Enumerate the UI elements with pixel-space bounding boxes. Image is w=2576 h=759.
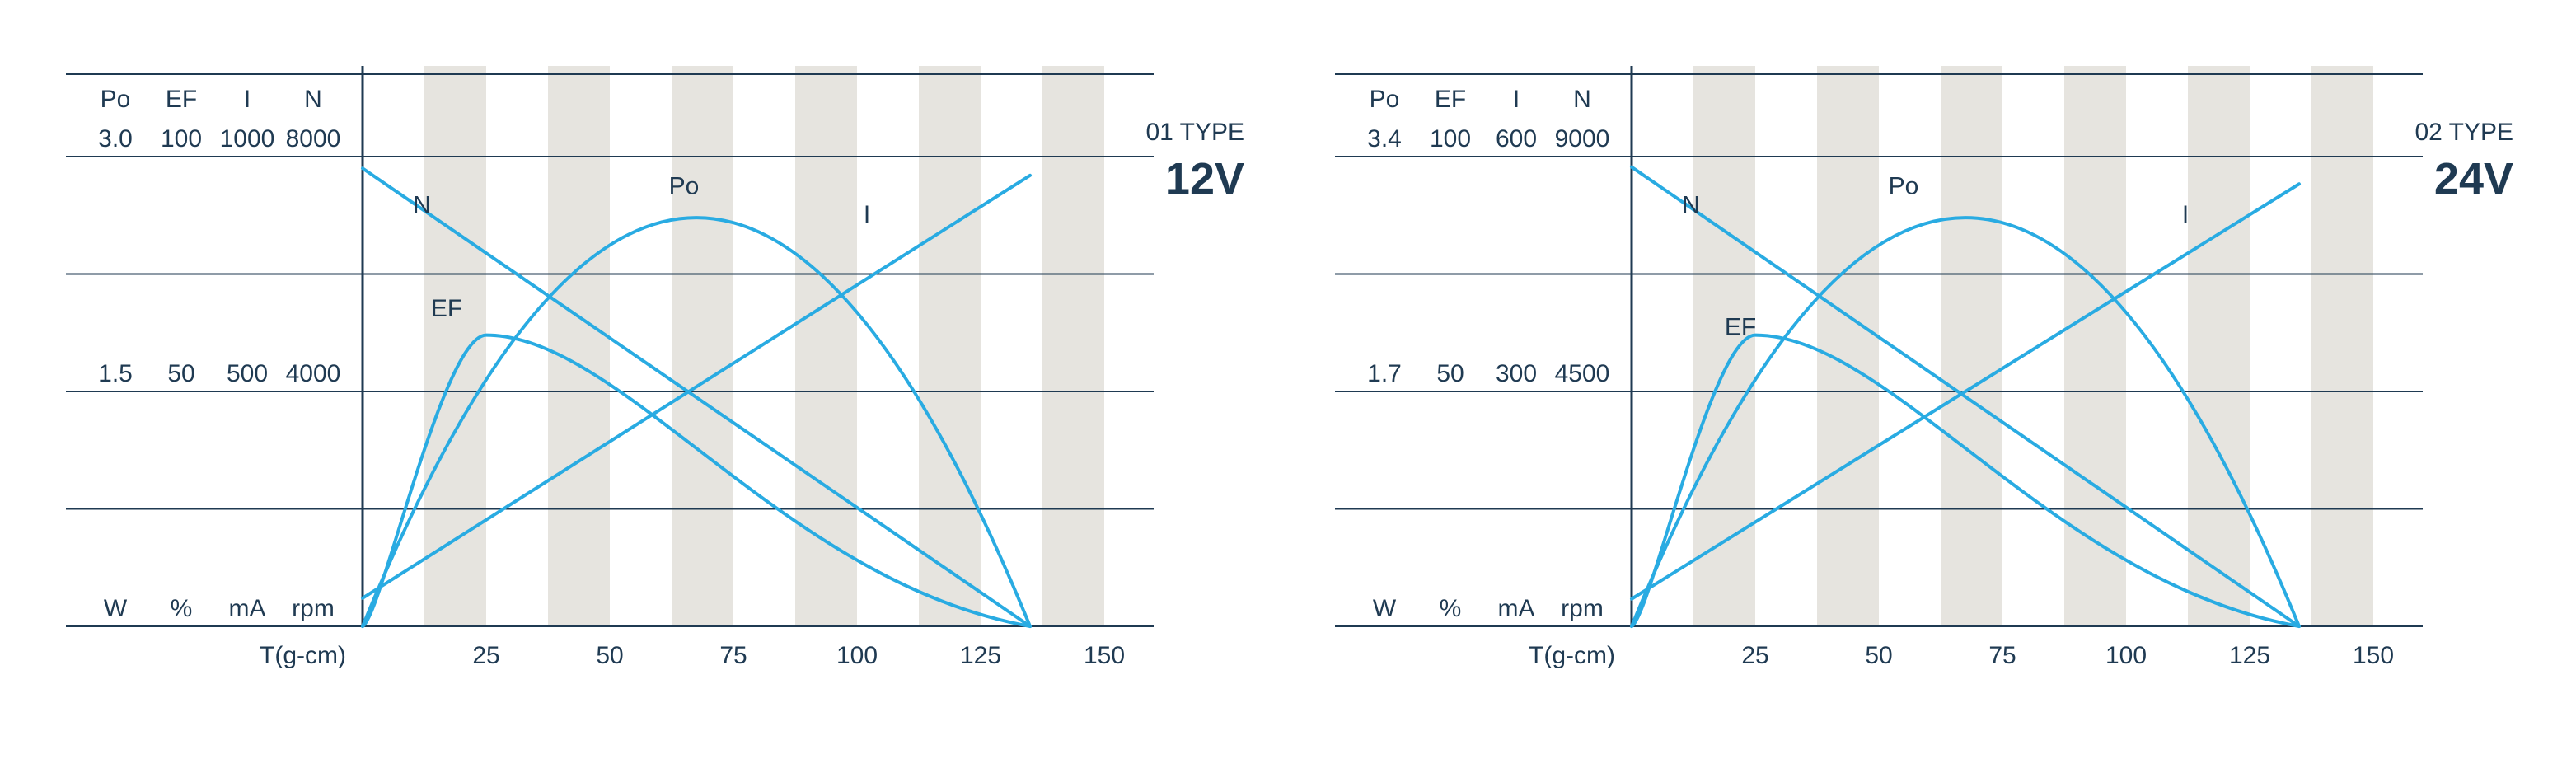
- y-top-I: 1000: [220, 125, 275, 152]
- grid-band: [1817, 66, 1879, 626]
- y-mid-EF: 50: [167, 360, 194, 387]
- y-top-I: 600: [1496, 125, 1537, 152]
- grid-band: [1941, 66, 2002, 626]
- x-tick: 25: [1741, 642, 1768, 669]
- type-label: 02 TYPE: [2414, 119, 2513, 146]
- curve-label-Po: Po: [669, 173, 700, 200]
- x-tick: 125: [2229, 642, 2270, 669]
- y-unit-Po: W: [1373, 595, 1397, 622]
- chart-right: Po 3.4 1.7 W EF 100 50% I 600 300 mA N 9000 4500 rpm T(…: [1318, 33, 2538, 725]
- y-mid-I: 500: [227, 360, 268, 387]
- y-header-I: I: [1513, 86, 1520, 113]
- page: Po 3.0 1.5 W EF 100 50% I 1000 500 mA N 8000 4000 rpm T…: [0, 0, 2576, 758]
- x-axis-label: T(g-cm): [260, 642, 346, 669]
- grid-band: [1042, 66, 1104, 626]
- grid-band: [672, 66, 733, 626]
- y-top-EF: 100: [161, 125, 202, 152]
- x-axis-label: T(g-cm): [1529, 642, 1615, 669]
- curve-label-N: N: [413, 191, 431, 218]
- grid-band: [2188, 66, 2250, 626]
- y-mid-EF: 50: [1436, 360, 1464, 387]
- x-tick: 25: [472, 642, 499, 669]
- x-tick: 150: [1084, 642, 1125, 669]
- y-header-I: I: [244, 86, 251, 113]
- curve-label-I: I: [2182, 201, 2189, 228]
- x-tick: 150: [2353, 642, 2394, 669]
- x-tick: 50: [596, 642, 623, 669]
- y-unit-I: mA: [1498, 595, 1535, 622]
- y-header-Po: Po: [101, 86, 131, 113]
- x-tick: 100: [836, 642, 878, 669]
- curve-label-Po: Po: [1889, 173, 1919, 200]
- y-header-N: N: [304, 86, 322, 113]
- y-unit-EF: %: [1440, 595, 1462, 622]
- y-header-N: N: [1573, 86, 1591, 113]
- y-unit-N: rpm: [292, 595, 335, 622]
- y-header-EF: EF: [166, 86, 197, 113]
- grid-band: [548, 66, 610, 626]
- curve-label-I: I: [864, 201, 870, 228]
- grid-band: [919, 66, 981, 626]
- y-mid-Po: 1.7: [1367, 360, 1402, 387]
- y-header-EF: EF: [1435, 86, 1466, 113]
- grid-band: [2311, 66, 2373, 626]
- x-tick: 50: [1865, 642, 1892, 669]
- y-top-EF: 100: [1430, 125, 1471, 152]
- y-unit-N: rpm: [1561, 595, 1604, 622]
- y-mid-Po: 1.5: [98, 360, 133, 387]
- voltage-label: 24V: [2434, 154, 2513, 204]
- y-top-N: 8000: [286, 125, 341, 152]
- curve-label-N: N: [1682, 191, 1700, 218]
- y-top-Po: 3.4: [1367, 125, 1402, 152]
- y-mid-N: 4000: [286, 360, 341, 387]
- type-label: 01 TYPE: [1145, 119, 1244, 146]
- x-tick: 100: [2105, 642, 2147, 669]
- curve-label-EF: EF: [431, 295, 462, 322]
- y-mid-I: 300: [1496, 360, 1537, 387]
- curve-label-EF: EF: [1725, 314, 1756, 341]
- chart-left: Po 3.0 1.5 W EF 100 50% I 1000 500 mA N 8000 4000 rpm T…: [49, 33, 1269, 725]
- y-top-Po: 3.0: [98, 125, 133, 152]
- y-unit-I: mA: [229, 595, 266, 622]
- voltage-label: 12V: [1165, 154, 1244, 204]
- y-top-N: 9000: [1555, 125, 1610, 152]
- y-mid-N: 4500: [1555, 360, 1610, 387]
- y-unit-EF: %: [171, 595, 193, 622]
- x-tick: 75: [719, 642, 747, 669]
- x-tick: 125: [960, 642, 1001, 669]
- y-unit-Po: W: [104, 595, 128, 622]
- x-tick: 75: [1988, 642, 2016, 669]
- grid-band: [424, 66, 486, 626]
- y-header-Po: Po: [1370, 86, 1400, 113]
